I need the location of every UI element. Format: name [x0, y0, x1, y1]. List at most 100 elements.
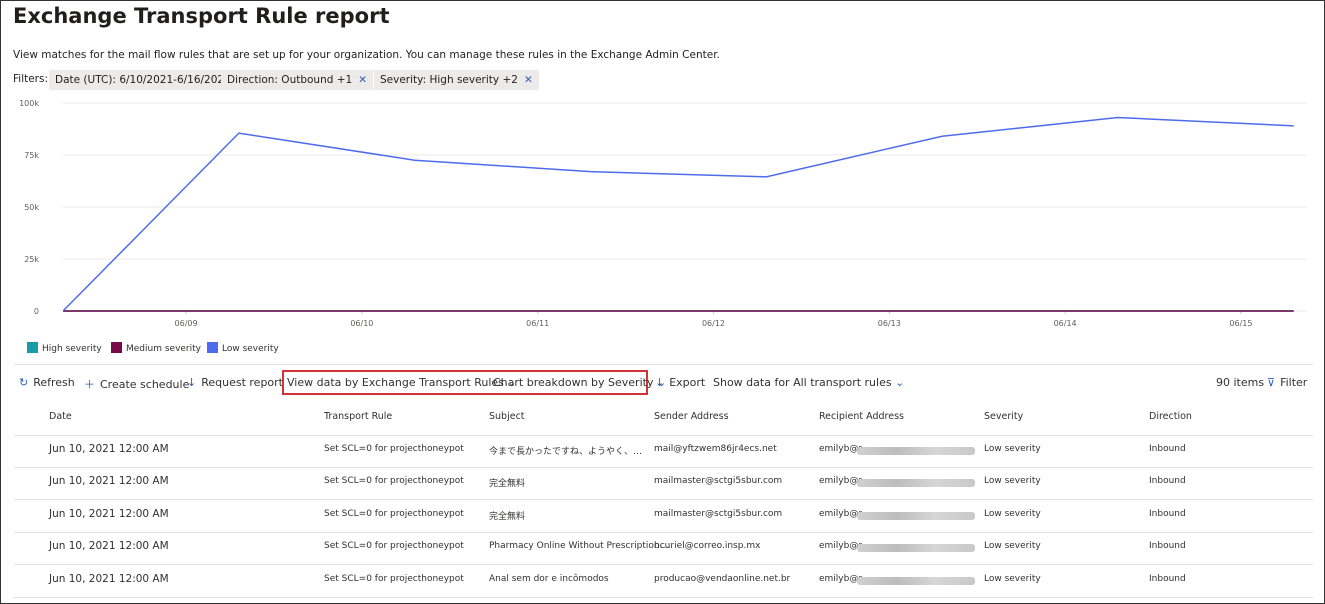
legend-item[interactable]: Medium severity: [111, 342, 201, 354]
cell: producao@vendaonline.net.br: [654, 573, 791, 584]
filter-chip[interactable]: Direction: Outbound +1 ✕: [221, 70, 374, 90]
legend-swatch: [207, 342, 218, 353]
x-tick-label: 06/11: [526, 319, 549, 328]
redacted: [857, 544, 975, 553]
row-divider: [14, 435, 1313, 436]
row-divider: [14, 531, 1313, 533]
y-tick-label: 100k: [19, 99, 39, 108]
item-count: 90 items: [1216, 376, 1265, 389]
cell: Inbound: [1149, 541, 1186, 552]
legend-swatch: [27, 342, 38, 353]
cell: Set SCL=0 for projecthoneypot: [324, 476, 464, 487]
chip-text: Severity: High severity +2: [380, 74, 518, 86]
label: View data by Exchange Transport Rules: [287, 376, 504, 389]
cell: emilyb@r: [819, 541, 863, 552]
breakdown-dropdown[interactable]: Chart breakdown by Severity ⌄: [493, 376, 667, 389]
y-tick-label: 50k: [24, 203, 39, 212]
cell: emilyb@r: [819, 444, 863, 454]
cell: emilyb@r: [819, 508, 863, 519]
label: Refresh: [33, 376, 75, 389]
highlight-box: [282, 370, 648, 395]
x-tick-label: 06/15: [1229, 319, 1252, 328]
filter-button[interactable]: ⊽ Filter: [1267, 376, 1308, 389]
filter-chip[interactable]: Date (UTC): 6/10/2021-6/16/2021: [49, 70, 237, 90]
column-header[interactable]: Severity: [984, 411, 1024, 422]
cell: Inbound: [1149, 476, 1186, 487]
cell: mailmaster@sctgi5sbur.com: [654, 476, 783, 487]
y-tick-label: 25k: [24, 255, 39, 264]
cell: Inbound: [1149, 508, 1186, 519]
cell: Pharmacy Online Without Prescription…: [489, 541, 669, 552]
row-divider: [14, 564, 1313, 566]
x-tick-label: 06/09: [175, 319, 198, 328]
cell: Set SCL=0 for projecthoneypot: [324, 573, 464, 584]
chart: 0 25k 50k 75k 100k 06/09 06/10 06/11 06/12 06/13 0…: [19, 99, 1306, 328]
cell: Anal sem dor e incômodos: [489, 573, 609, 584]
column-header[interactable]: Recipient Address: [819, 411, 904, 422]
cell: Set SCL=0 for projecthoneypot: [324, 508, 464, 519]
y-tick-label: 75k: [24, 151, 39, 160]
column-header[interactable]: Subject: [489, 411, 525, 422]
label: Request report: [201, 376, 283, 389]
x-tick-label: 06/13: [878, 319, 901, 328]
view-data-dropdown[interactable]: View data by Exchange Transport Rules ⌄: [287, 376, 517, 389]
column-header[interactable]: Date: [49, 411, 72, 422]
label: Filter: [1280, 376, 1308, 389]
legend-swatch: [111, 342, 122, 353]
column-header[interactable]: Direction: [1149, 411, 1192, 422]
series-line: [62, 116, 1294, 312]
label: Create schedule: [100, 378, 190, 391]
cell: Jun 10, 2021 12:00 AM: [49, 475, 169, 488]
cell: 完全無料: [489, 479, 526, 490]
cell: Inbound: [1149, 444, 1186, 454]
request-report-button[interactable]: ↓ Request report: [187, 376, 283, 389]
column-header[interactable]: Sender Address: [654, 411, 729, 422]
cell: bcuriel@correo.insp.mx: [654, 541, 761, 552]
row-divider: [14, 596, 1313, 598]
label: Chart breakdown by Severity: [493, 376, 654, 389]
cell: Low severity: [984, 508, 1041, 519]
chip-text: Direction: Outbound +1: [227, 74, 353, 86]
row-divider: [14, 467, 1313, 468]
cell: mail@yftzwem86jr4ecs.net: [654, 444, 777, 454]
column-header[interactable]: Transport Rule: [324, 411, 393, 422]
cell: mailmaster@sctgi5sbur.com: [654, 508, 783, 519]
legend-item[interactable]: High severity: [27, 342, 102, 354]
cell: Low severity: [984, 444, 1041, 454]
cell: Jun 10, 2021 12:00 AM: [49, 443, 169, 455]
page-title: Exchange Transport Rule report: [13, 4, 390, 28]
label: Export: [669, 376, 706, 389]
cell: Jun 10, 2021 12:00 AM: [49, 507, 169, 520]
cell: Jun 10, 2021 12:00 AM: [49, 572, 169, 585]
legend-item[interactable]: Low severity: [207, 342, 279, 354]
x-tick-label: 06/14: [1054, 319, 1077, 328]
row-divider: [14, 499, 1313, 501]
x-tick-label: 06/10: [350, 319, 373, 328]
cell: Inbound: [1149, 573, 1186, 584]
cell: Set SCL=0 for projecthoneypot: [324, 541, 464, 552]
remove-icon[interactable]: ✕: [523, 74, 533, 86]
divider: [14, 364, 1313, 365]
create-schedule-button[interactable]: ＋ Create schedule: [84, 378, 190, 391]
remove-icon[interactable]: ✕: [358, 74, 368, 86]
subtitle: View matches for the mail flow rules tha…: [13, 49, 720, 61]
x-tick-label: 06/12: [702, 319, 725, 328]
cell: Set SCL=0 for projecthoneypot: [324, 444, 464, 454]
export-button[interactable]: ↓ Export: [655, 376, 706, 389]
redacted: [857, 511, 975, 520]
refresh-button[interactable]: ↻ Refresh: [19, 376, 75, 389]
cell: emilyb@r: [819, 476, 863, 487]
filter-chip[interactable]: Severity: High severity +2 ✕: [374, 70, 539, 90]
legend-label: Low severity: [222, 344, 279, 354]
show-data-dropdown[interactable]: Show data for All transport rules ⌄: [713, 376, 905, 389]
cell: Low severity: [984, 573, 1041, 584]
label: Show data for All transport rules: [713, 376, 892, 389]
chip-text: Date (UTC): 6/10/2021-6/16/2021: [55, 74, 231, 86]
redacted: [857, 447, 975, 455]
cell: 今まで長かったですね、ようやく、…: [489, 447, 643, 457]
cell: emilyb@r: [819, 573, 863, 584]
cell: Low severity: [984, 541, 1041, 552]
cell: 完全無料: [489, 511, 526, 522]
redacted: [857, 479, 975, 488]
